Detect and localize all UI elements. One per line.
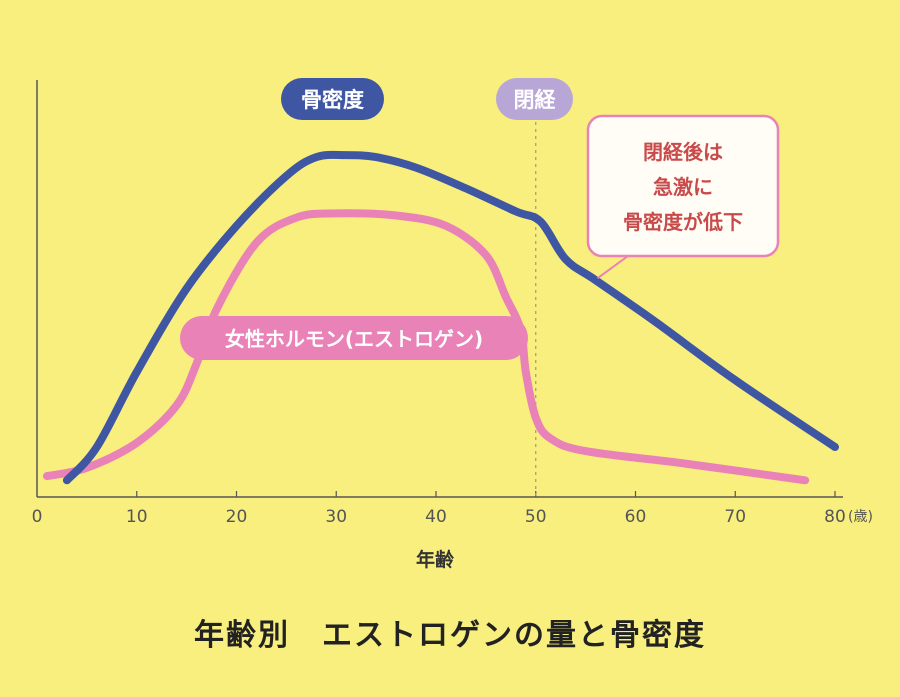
menopause-pill-text: 閉経 — [514, 88, 557, 112]
chart-title: 年齢別 エストロゲンの量と骨密度 — [194, 618, 706, 653]
x-tick-label: 80 — [824, 507, 846, 527]
estrogen-pill — [180, 316, 528, 360]
x-tick-label: 40 — [425, 507, 447, 527]
callout-line-2: 急激に — [653, 175, 713, 199]
x-tick-label: 50 — [525, 507, 547, 527]
x-tick-label: 60 — [625, 507, 647, 527]
x-axis-label: 年齢 — [416, 548, 455, 571]
callout: 閉経後は 急激に 骨密度が低下 — [586, 114, 780, 279]
x-tick-label: 10 — [126, 507, 148, 527]
menopause-label: 閉経 — [496, 78, 573, 120]
x-tick-label: 0 — [32, 507, 43, 527]
bone-density-line — [62, 150, 839, 485]
bone-density-label: 骨密度 — [281, 78, 384, 120]
x-unit: (歳) — [848, 509, 873, 525]
callout-leader — [597, 255, 629, 279]
callout-line-3: 骨密度が低下 — [623, 210, 743, 234]
bone-density-pill-text: 骨密度 — [301, 88, 364, 112]
estrogen-pill-text: 女性ホルモン(エストロゲン) — [225, 327, 483, 351]
estrogen-line — [43, 209, 810, 485]
bone-density-pill — [281, 78, 384, 120]
axes — [36, 80, 843, 498]
series — [43, 150, 839, 485]
callout-box — [586, 114, 780, 258]
estrogen-label: 女性ホルモン(エストロゲン) — [180, 316, 528, 360]
menopause-pill — [496, 78, 573, 120]
x-tick-label: 70 — [724, 507, 746, 527]
x-tick-label: 20 — [226, 507, 248, 527]
callout-line-1: 閉経後は — [643, 140, 723, 164]
x-ticks: 0 10 20 30 40 50 60 70 80 — [32, 491, 846, 527]
x-tick-label: 30 — [325, 507, 347, 527]
